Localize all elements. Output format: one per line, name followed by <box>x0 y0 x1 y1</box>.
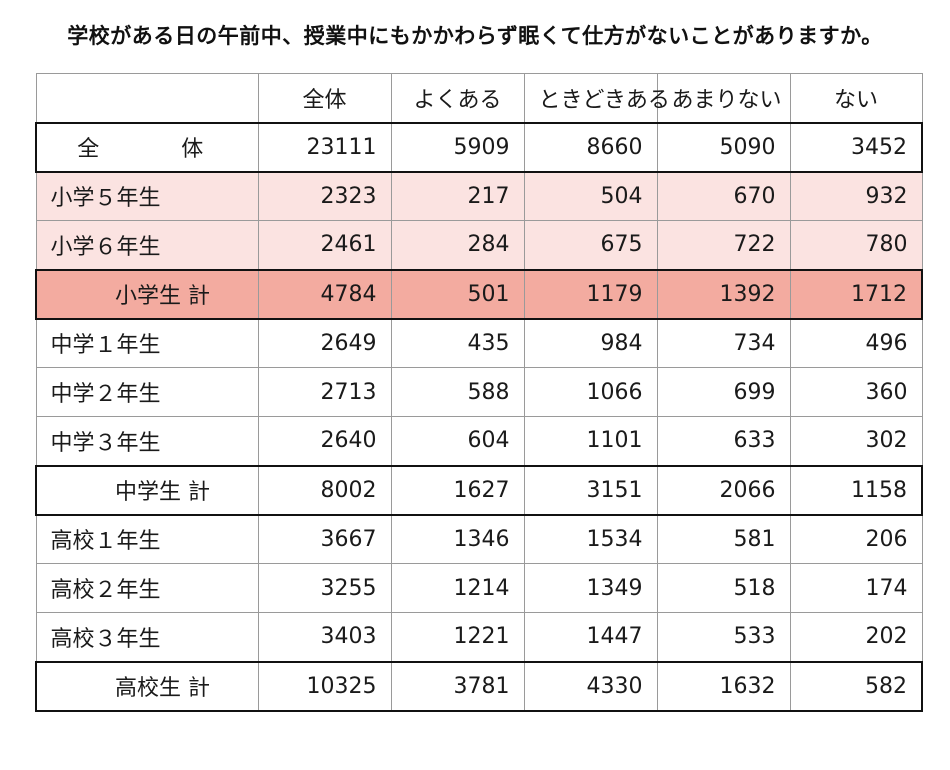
table-cell: 1712 <box>789 268 923 320</box>
column-header: ない <box>789 73 923 123</box>
table-cell: 582 <box>789 660 923 712</box>
table-cell: 496 <box>789 318 923 368</box>
row-label: 小学５年生 <box>35 171 259 221</box>
table-cell: 4330 <box>523 660 658 712</box>
header-corner-cell <box>35 73 259 123</box>
table-cell: 3255 <box>257 563 392 613</box>
table-cell: 2066 <box>656 464 791 516</box>
table-cell: 1214 <box>390 563 525 613</box>
row-label: 中学１年生 <box>35 318 259 368</box>
table-cell: 4784 <box>257 268 392 320</box>
data-table: 全体 よくある ときどきある あまりない ない 全 体 23111 5909 8… <box>35 73 923 712</box>
table-cell: 699 <box>656 367 791 417</box>
table-row: 中学３年生 2640 604 1101 633 302 <box>35 416 923 466</box>
table-cell: 1221 <box>390 612 525 662</box>
table-row-high-school-total: 高校生 計 10325 3781 4330 1632 582 <box>35 660 923 712</box>
table-cell: 501 <box>390 268 525 320</box>
table-cell: 3403 <box>257 612 392 662</box>
table-cell: 2640 <box>257 416 392 466</box>
table-cell: 2713 <box>257 367 392 417</box>
table-cell: 932 <box>789 171 923 221</box>
table-cell: 504 <box>523 171 658 221</box>
table-row: 中学１年生 2649 435 984 734 496 <box>35 318 923 368</box>
table-cell: 604 <box>390 416 525 466</box>
table-cell: 3667 <box>257 514 392 564</box>
table-cell: 202 <box>789 612 923 662</box>
row-label: 中学２年生 <box>35 367 259 417</box>
table-cell: 5090 <box>656 121 791 173</box>
row-label: 高校２年生 <box>35 563 259 613</box>
table-cell: 1627 <box>390 464 525 516</box>
table-cell: 1534 <box>523 514 658 564</box>
table-cell: 633 <box>656 416 791 466</box>
table-cell: 10325 <box>257 660 392 712</box>
table-cell: 3781 <box>390 660 525 712</box>
table-cell: 1632 <box>656 660 791 712</box>
table-cell: 1447 <box>523 612 658 662</box>
table-cell: 174 <box>789 563 923 613</box>
table-row: 高校３年生 3403 1221 1447 533 202 <box>35 612 923 662</box>
chart-title: 学校がある日の午前中、授業中にもかかわらず眠くて仕方がないことがありますか。 <box>67 24 883 48</box>
table-cell: 1158 <box>789 464 923 516</box>
table-cell: 3151 <box>523 464 658 516</box>
table-row-elementary-total: 小学生 計 4784 501 1179 1392 1712 <box>35 268 923 320</box>
table-cell: 23111 <box>257 121 392 173</box>
row-label: 小学生 計 <box>35 268 259 320</box>
table-cell: 2323 <box>257 171 392 221</box>
table-cell: 302 <box>789 416 923 466</box>
table-cell: 1066 <box>523 367 658 417</box>
row-label: 全 体 <box>35 121 259 173</box>
row-label: 中学生 計 <box>35 464 259 516</box>
table-cell: 217 <box>390 171 525 221</box>
table-cell: 2461 <box>257 220 392 270</box>
table-row-junior-high-total: 中学生 計 8002 1627 3151 2066 1158 <box>35 464 923 516</box>
table-cell: 581 <box>656 514 791 564</box>
table-cell: 1179 <box>523 268 658 320</box>
row-label: 小学６年生 <box>35 220 259 270</box>
table-cell: 518 <box>656 563 791 613</box>
table-cell: 588 <box>390 367 525 417</box>
table-cell: 1349 <box>523 563 658 613</box>
table-cell: 734 <box>656 318 791 368</box>
header-row: 全体 よくある ときどきある あまりない ない <box>35 73 923 123</box>
table-cell: 2649 <box>257 318 392 368</box>
table-cell: 8002 <box>257 464 392 516</box>
table-cell: 5909 <box>390 121 525 173</box>
table-cell: 206 <box>789 514 923 564</box>
table-row: 高校１年生 3667 1346 1534 581 206 <box>35 514 923 564</box>
column-header: あまりない <box>656 73 791 123</box>
table-cell: 722 <box>656 220 791 270</box>
row-label: 高校生 計 <box>35 660 259 712</box>
row-label: 中学３年生 <box>35 416 259 466</box>
table-cell: 360 <box>789 367 923 417</box>
table-cell: 1346 <box>390 514 525 564</box>
table-cell: 8660 <box>523 121 658 173</box>
table-row: 高校２年生 3255 1214 1349 518 174 <box>35 563 923 613</box>
table-cell: 984 <box>523 318 658 368</box>
table-cell: 780 <box>789 220 923 270</box>
table-cell: 533 <box>656 612 791 662</box>
column-header: よくある <box>390 73 525 123</box>
table-row: 小学６年生 2461 284 675 722 780 <box>35 220 923 270</box>
row-label: 高校３年生 <box>35 612 259 662</box>
table-cell: 1392 <box>656 268 791 320</box>
table-row: 中学２年生 2713 588 1066 699 360 <box>35 367 923 417</box>
table-cell: 670 <box>656 171 791 221</box>
table-cell: 435 <box>390 318 525 368</box>
column-header: 全体 <box>257 73 392 123</box>
row-label: 高校１年生 <box>35 514 259 564</box>
table-cell: 284 <box>390 220 525 270</box>
table-cell: 1101 <box>523 416 658 466</box>
table-cell: 3452 <box>789 121 923 173</box>
column-header: ときどきある <box>523 73 670 123</box>
table-row: 小学５年生 2323 217 504 670 932 <box>35 171 923 221</box>
table-row-overall: 全 体 23111 5909 8660 5090 3452 <box>35 121 923 173</box>
table-cell: 675 <box>523 220 658 270</box>
